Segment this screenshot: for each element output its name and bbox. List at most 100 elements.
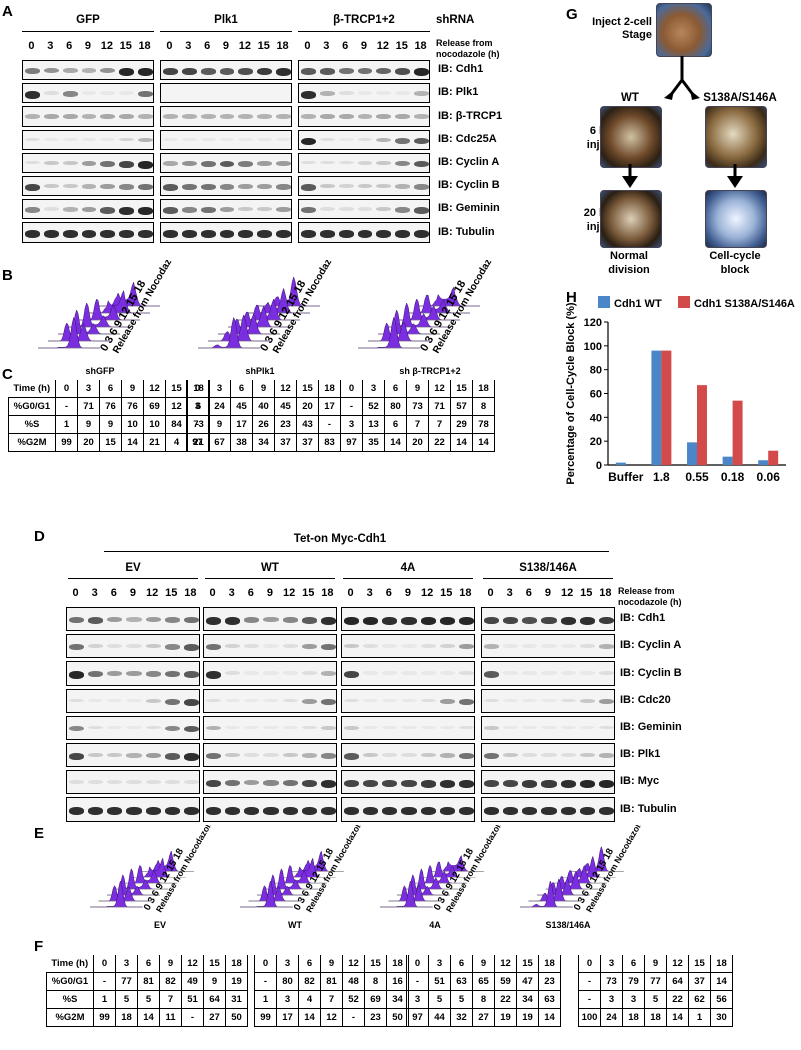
blot-band <box>319 91 335 96</box>
value-cell: 45 <box>230 397 253 416</box>
blot-band <box>414 184 429 190</box>
blot-band <box>382 725 398 730</box>
blot-band <box>319 230 335 238</box>
time-header-cell: 6 <box>137 955 160 973</box>
ib-label: IB: Cyclin A <box>438 155 500 168</box>
time-tick: 0 <box>209 587 216 599</box>
blot-band <box>282 725 298 730</box>
blot-band <box>363 780 379 788</box>
blot-band <box>119 184 135 190</box>
value-cell: 48 <box>342 972 365 991</box>
ib-label: IB: Plk1 <box>620 748 661 761</box>
blot-band <box>238 160 254 167</box>
blot-band <box>244 753 260 757</box>
table-header-row: 0 3 6 9 12 15 18 <box>254 955 409 973</box>
blot-band <box>282 807 298 815</box>
value-cell: - <box>254 972 277 991</box>
blot-band <box>282 753 298 758</box>
blot-band <box>145 698 161 703</box>
blot-band <box>219 137 235 141</box>
blot-band <box>357 91 373 95</box>
blot-band <box>107 753 123 758</box>
blot-band <box>439 753 455 758</box>
blot-band <box>276 184 291 190</box>
value-cell: 14 <box>710 972 733 991</box>
table-row: -51 63 65 59 47 23 <box>406 972 561 991</box>
blot-band <box>69 807 85 815</box>
value-cell: - <box>342 1008 365 1027</box>
blot-band <box>145 671 161 677</box>
time-header-cell: 6 <box>450 955 473 973</box>
blot-strip <box>298 129 430 150</box>
blot-band <box>138 91 153 98</box>
blot-strip <box>298 199 430 220</box>
time-tick: 3 <box>323 40 330 52</box>
y-tick-label: 120 <box>584 317 602 329</box>
blot-band <box>401 671 417 675</box>
blot-band <box>484 807 500 815</box>
value-cell: 5 <box>428 990 451 1009</box>
value-cell: 20 <box>406 433 429 452</box>
value-cell: 1 <box>55 415 78 434</box>
blot-band <box>301 644 317 650</box>
blot-band <box>414 91 429 96</box>
value-cell: 38 <box>230 433 253 452</box>
time-tick: 6 <box>525 587 532 599</box>
blot-band <box>484 780 500 788</box>
group-line <box>298 31 430 32</box>
blot-band <box>138 114 153 119</box>
blot-band <box>338 91 354 95</box>
blot-band <box>257 68 273 76</box>
blot-band <box>107 671 123 677</box>
blot-band <box>107 698 123 702</box>
blot-band <box>164 698 180 705</box>
blot-strip <box>66 715 200 740</box>
blot-band <box>395 68 411 75</box>
row-label-cell: %G2M <box>8 433 56 452</box>
time-header-cell: 6 <box>99 380 122 398</box>
blot-band <box>338 114 354 120</box>
blot-band <box>69 617 85 624</box>
embryo-wt-6h-image <box>600 106 662 168</box>
blot-strip <box>341 688 475 713</box>
ib-label: IB: β-TRCP1 <box>438 109 503 122</box>
blot-band <box>541 698 557 702</box>
blot-strip <box>160 106 292 127</box>
time-header-cell: 15 <box>450 380 473 398</box>
blot-band <box>414 160 429 168</box>
value-cell: 18 <box>115 1008 138 1027</box>
value-cell: 76 <box>121 397 144 416</box>
blot-band <box>420 807 436 815</box>
time-tick: 3 <box>506 587 513 599</box>
value-cell: 63 <box>450 972 473 991</box>
panel-e-label: E <box>34 825 45 842</box>
flow-title: WT <box>288 920 302 930</box>
blot-band <box>395 137 411 144</box>
blot-band <box>263 671 279 675</box>
value-cell: 24 <box>600 1008 623 1027</box>
blot-band <box>183 617 199 624</box>
blot-strip <box>160 152 292 173</box>
blot-band <box>163 160 178 166</box>
blot-band <box>320 617 336 625</box>
blot-band <box>420 698 436 703</box>
y-axis-label: Percentage of Cell-Cycle Block (%) <box>565 302 577 485</box>
table-row: 97 44 32 27 19 19 14 <box>406 1008 561 1027</box>
value-cell: 99 <box>93 1008 116 1027</box>
table-row: 100 24 18 18 14 1 30 <box>578 1008 733 1027</box>
blot-band <box>88 725 104 730</box>
value-cell: 9 <box>203 972 226 991</box>
blot-band <box>206 780 222 788</box>
blot-band <box>107 617 123 623</box>
blot-strip <box>203 607 337 632</box>
blot-band <box>81 230 97 238</box>
blot-band <box>107 807 123 815</box>
blot-band <box>503 780 519 788</box>
blot-band <box>320 753 336 759</box>
value-cell: 27 <box>472 1008 495 1027</box>
release-label: Release from nocodazole (h) <box>618 586 682 607</box>
blot-band <box>181 230 197 238</box>
blot-band <box>357 230 373 238</box>
blot-band <box>598 644 614 649</box>
value-cell: 62 <box>688 990 711 1009</box>
